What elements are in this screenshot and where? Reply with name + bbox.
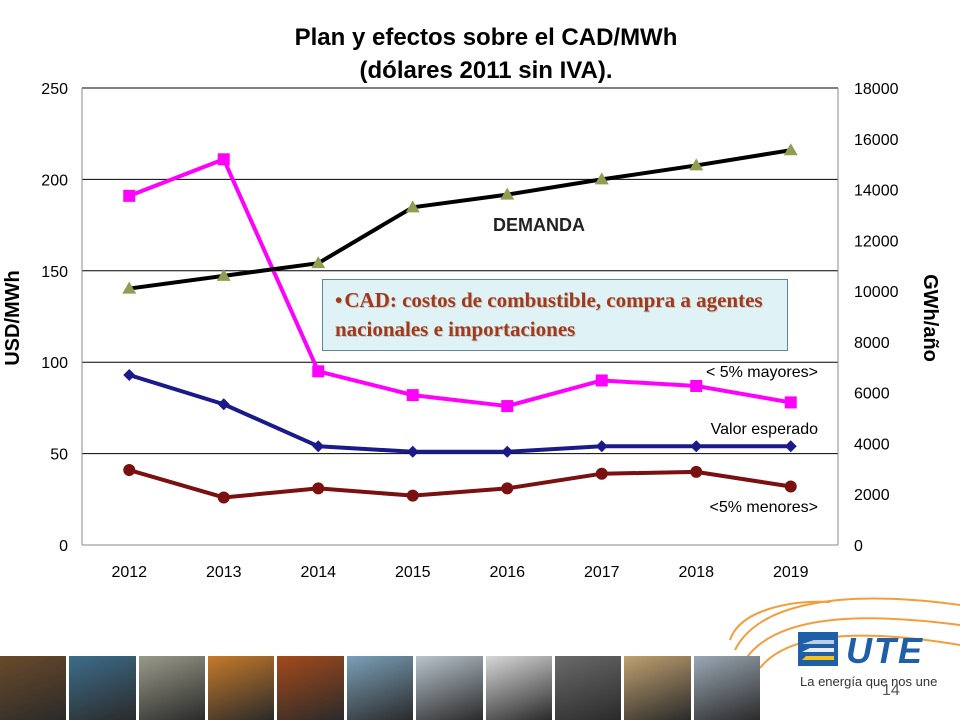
data-point-square: [406, 389, 419, 402]
x-tick-label: 2014: [300, 564, 336, 581]
data-point-diamond: [690, 440, 703, 453]
brand-slogan: La energía que nos une: [800, 674, 938, 689]
x-tick-label: 2015: [395, 564, 431, 581]
y-right-tick-label: 10000: [854, 284, 899, 301]
y-right-axis-title: GWh/año: [919, 274, 941, 362]
gridlines: [82, 87, 838, 455]
data-point-circle: [217, 491, 230, 504]
y-left-tick-label: 100: [41, 355, 68, 372]
data-point-triangle: [405, 200, 420, 213]
annotation-mayores: < 5% mayores>: [706, 364, 818, 381]
data-point-triangle: [122, 281, 137, 294]
annotation-esperado: Valor esperado: [711, 421, 818, 438]
data-point-diamond: [217, 398, 230, 411]
annotation-demanda: DEMANDA: [493, 215, 585, 235]
photo-strip: [0, 656, 760, 720]
data-point-circle: [406, 489, 419, 502]
series-line: [128, 148, 792, 291]
y-right-tick-label: 6000: [854, 386, 890, 403]
photo-thumbnail: [346, 656, 414, 720]
x-tick-label: 2013: [206, 564, 242, 581]
cad-callout-box: •CAD: costos de combustible, compra a ag…: [322, 279, 788, 351]
y-left-tick-label: 50: [50, 447, 68, 464]
data-point-square: [123, 189, 136, 202]
data-point-diamond: [123, 368, 136, 381]
chart-title-line1: Plan y efectos sobre el CAD/MWh: [295, 24, 678, 51]
x-tick-label: 2019: [773, 564, 809, 581]
axes: [81, 88, 839, 546]
y-right-tick-label: 16000: [854, 132, 899, 149]
series-line: [128, 468, 792, 500]
chart-title-line2: (dólares 2011 sin IVA).: [360, 57, 613, 84]
data-point-square: [217, 153, 230, 166]
y-left-axis-title: USD/MWh: [2, 270, 24, 366]
photo-thumbnail: [693, 656, 760, 720]
data-point-diamond: [501, 445, 514, 458]
y-right-tick-label: 18000: [854, 81, 899, 98]
photo-thumbnail: [69, 656, 136, 720]
data-point-triangle: [783, 143, 798, 156]
data-point-triangle: [689, 158, 704, 171]
data-point-circle: [595, 467, 608, 480]
data-point-square: [501, 400, 514, 413]
ute-logo-icon: [798, 632, 838, 666]
data-point-circle: [123, 464, 136, 477]
photo-thumbnail: [277, 656, 344, 720]
photo-thumbnail: [208, 656, 275, 720]
data-point-circle: [501, 482, 514, 495]
data-point-diamond: [784, 440, 797, 453]
y-right-tick-label: 14000: [854, 183, 899, 200]
data-point-triangle: [594, 172, 609, 185]
data-point-square: [690, 379, 703, 392]
y-right-tick-label: 12000: [854, 233, 899, 250]
y-left-tick-label: 200: [41, 172, 68, 189]
callout-text: CAD: costos de combustible, compra a age…: [335, 288, 763, 341]
photo-thumbnail: [416, 656, 483, 720]
y-left-tick-label: 250: [41, 81, 68, 98]
data-point-square: [784, 396, 797, 409]
annotation-menores: <5% menores>: [709, 499, 818, 516]
data-point-diamond: [312, 440, 325, 453]
page-number: 14: [882, 682, 900, 699]
tick-labels: 0 50 100 150 200 250 0 2000 4000 6000 8000 10000 120…: [41, 81, 898, 581]
ute-logo-text: UTE: [846, 630, 924, 671]
x-tick-label: 2018: [678, 564, 714, 581]
y-right-tick-label: 0: [854, 538, 863, 555]
series-line: [128, 373, 791, 454]
data-point-triangle: [500, 187, 515, 200]
data-point-diamond: [595, 440, 608, 453]
data-point-circle: [784, 480, 797, 493]
data-point-circle: [312, 482, 325, 495]
photo-thumbnail: [624, 656, 691, 720]
x-tick-label: 2016: [489, 564, 525, 581]
y-right-tick-label: 4000: [854, 436, 890, 453]
series-markers: [122, 143, 798, 504]
bullet-icon: •: [335, 288, 343, 312]
photo-thumbnail: [554, 656, 622, 720]
data-point-square: [595, 374, 608, 387]
y-right-tick-label: 2000: [854, 487, 890, 504]
x-tick-label: 2017: [584, 564, 620, 581]
photo-thumbnail: [485, 656, 552, 720]
swirl-decoration: [729, 597, 960, 669]
series-line: [128, 157, 792, 409]
x-tick-label: 2012: [111, 564, 147, 581]
data-point-square: [312, 365, 325, 378]
data-point-diamond: [406, 445, 419, 458]
data-point-triangle: [311, 256, 326, 269]
photo-thumbnail: [0, 656, 67, 720]
y-right-tick-label: 8000: [854, 335, 890, 352]
series-lines: [128, 148, 792, 500]
data-point-circle: [690, 465, 703, 478]
data-point-triangle: [216, 268, 231, 281]
y-left-tick-label: 0: [59, 538, 68, 555]
y-left-tick-label: 150: [41, 264, 68, 281]
photo-thumbnail: [138, 656, 206, 720]
